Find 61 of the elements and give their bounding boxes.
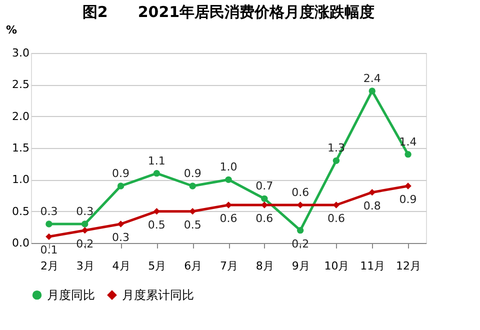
data-label: 2.4 xyxy=(363,72,381,85)
x-tick-label: 6月 xyxy=(184,260,202,272)
point xyxy=(189,208,196,215)
y-tick-label: 0.5 xyxy=(12,204,30,218)
chart-title: 图2 2021年居民消费价格月度涨跌幅度 xyxy=(82,3,375,21)
data-label: 0.5 xyxy=(184,218,202,232)
data-label: 0.6 xyxy=(292,186,310,199)
data-label: 0.9 xyxy=(112,167,130,180)
point xyxy=(225,176,232,184)
point xyxy=(82,226,88,234)
point xyxy=(261,195,268,202)
data-label: 0.6 xyxy=(256,212,274,225)
y-tick-label: 3.0 xyxy=(12,46,30,60)
point xyxy=(153,170,160,177)
point xyxy=(225,202,232,208)
x-tick-label: 3月 xyxy=(76,260,94,272)
x-tick-label: 12月 xyxy=(396,260,422,272)
y-tick-label: 1.0 xyxy=(12,173,30,186)
data-label: 0.9 xyxy=(399,193,417,206)
point xyxy=(82,220,88,228)
data-label: 0.9 xyxy=(184,167,202,180)
y-tick-label: 2.5 xyxy=(12,78,30,92)
data-label: 0.2 xyxy=(292,237,310,250)
data-label: 0.5 xyxy=(148,218,166,232)
data-label: 0.8 xyxy=(363,199,381,212)
x-tick-label: 2月 xyxy=(40,260,58,272)
x-tick-label: 5月 xyxy=(148,260,166,272)
point xyxy=(296,226,304,234)
data-label: 0.3 xyxy=(112,231,130,244)
data-label: 1.0 xyxy=(220,160,238,174)
data-label: 1.1 xyxy=(148,154,166,168)
data-label: 0.7 xyxy=(256,180,274,193)
data-label: 0.2 xyxy=(76,237,94,250)
data-label: 0.1 xyxy=(40,244,58,257)
point xyxy=(189,182,196,190)
y-axis-title: % xyxy=(6,24,18,36)
x-tick-label: 11月 xyxy=(360,260,386,272)
point xyxy=(332,157,340,164)
y-tick-label: 1.5 xyxy=(12,142,30,154)
y-tick-label: 0.0 xyxy=(12,236,30,250)
data-label: 0.3 xyxy=(76,205,94,218)
data-label: 0.3 xyxy=(40,205,58,218)
point xyxy=(404,182,412,190)
legend-label: 月度同比 xyxy=(47,288,95,302)
point xyxy=(368,88,376,94)
point xyxy=(261,202,268,208)
point xyxy=(368,188,376,196)
point xyxy=(404,150,412,158)
x-tick-label: 9月 xyxy=(292,260,310,272)
x-tick-label: 8月 xyxy=(256,260,274,272)
data-label: 0.6 xyxy=(327,212,345,225)
point xyxy=(117,182,124,190)
point xyxy=(117,220,124,228)
y-tick-label: 2.0 xyxy=(12,110,30,123)
legend-label: 月度累计同比 xyxy=(122,288,194,302)
point xyxy=(46,220,52,228)
data-label: 0.6 xyxy=(220,212,238,225)
x-tick-label: 7月 xyxy=(220,260,238,272)
x-tick-label: 10月 xyxy=(324,260,350,272)
point xyxy=(46,233,52,240)
x-tick-label: 4月 xyxy=(112,260,130,272)
